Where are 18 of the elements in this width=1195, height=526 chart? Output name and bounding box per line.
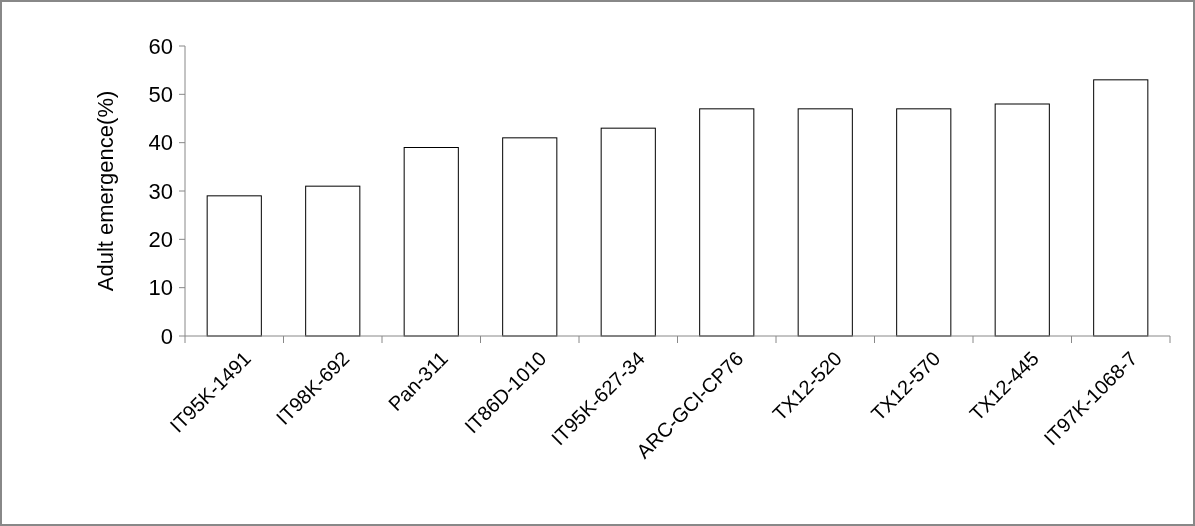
y-tick-label: 30: [148, 178, 173, 204]
bar: [502, 137, 558, 337]
bar: [994, 103, 1050, 337]
bar: [403, 147, 459, 337]
bar: [896, 108, 952, 337]
y-tick-label: 50: [148, 82, 173, 108]
bar: [1093, 79, 1149, 337]
bar: [600, 127, 656, 337]
y-tick-label: 0: [160, 323, 173, 349]
bar: [699, 108, 755, 337]
bar: [305, 185, 361, 337]
y-tick-label: 20: [148, 227, 173, 253]
bar: [206, 195, 262, 337]
y-tick-label: 40: [148, 130, 173, 156]
y-axis-title: Adult emergence(%): [93, 90, 118, 292]
y-tick-label: 60: [148, 33, 173, 59]
y-tick-label: 10: [148, 275, 173, 301]
bar: [797, 108, 853, 337]
